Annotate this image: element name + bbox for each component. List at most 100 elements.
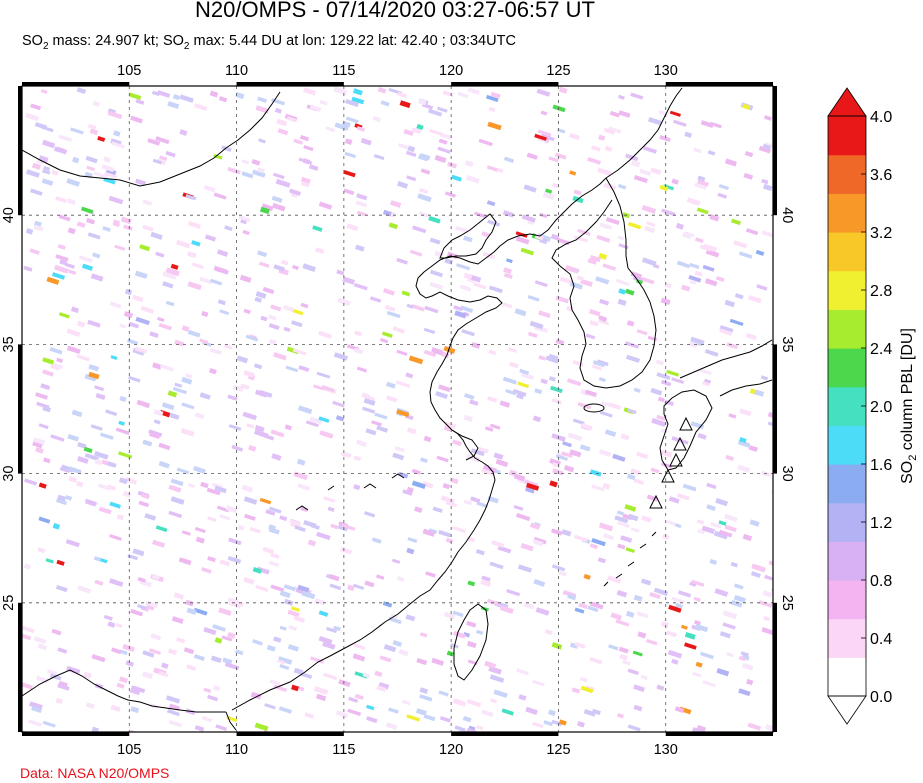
so2-pixel — [569, 642, 579, 649]
so2-pixel — [137, 604, 147, 610]
so2-pixel — [227, 632, 236, 639]
so2-pixel — [664, 399, 674, 407]
so2-pixel — [290, 308, 304, 316]
so2-pixel — [309, 416, 323, 425]
so2-pixel — [592, 360, 606, 368]
so2-pixel — [303, 145, 314, 152]
so2-pixel — [633, 684, 645, 693]
so2-pixel — [23, 563, 31, 570]
so2-pixel — [57, 683, 70, 691]
so2-pixel — [354, 693, 364, 700]
so2-pixel — [617, 183, 627, 190]
so2-pixel — [165, 267, 180, 277]
so2-pixel — [438, 138, 448, 145]
so2-pixel — [378, 682, 390, 690]
so2-pixel — [157, 316, 165, 322]
so2-pixel — [352, 88, 363, 96]
so2-pixel — [627, 513, 639, 522]
so2-pixel — [277, 128, 289, 136]
so2-pixel — [292, 264, 299, 271]
so2-pixel — [495, 458, 509, 468]
so2-pixel — [684, 632, 696, 640]
so2-pixel — [185, 194, 197, 201]
so2-pixel — [371, 537, 382, 544]
so2-pixel — [480, 579, 492, 587]
colorbar-tick-label: 0.4 — [870, 631, 892, 648]
so2-pixel — [92, 252, 101, 259]
so2-pixel — [174, 382, 183, 388]
so2-pixel — [396, 349, 408, 356]
so2-pixel — [537, 129, 552, 137]
lon-tick-label-bottom: 110 — [225, 742, 248, 758]
so2-pixel — [615, 278, 630, 286]
so2-pixel — [244, 513, 256, 521]
so2-pixel — [255, 389, 268, 398]
so2-pixel — [116, 682, 125, 689]
so2-pixel — [313, 384, 325, 391]
tonkin-coast — [22, 669, 226, 713]
so2-pixel — [452, 610, 464, 618]
so2-pixel — [22, 633, 32, 641]
so2-pixel — [532, 679, 545, 687]
so2-pixel — [616, 590, 628, 598]
so2-pixel — [137, 576, 146, 583]
so2-pixel — [221, 145, 232, 152]
so2-pixel — [300, 181, 310, 188]
so2-pixel — [58, 312, 70, 319]
so2-pixel — [526, 152, 538, 160]
so2-pixel — [50, 434, 65, 442]
so2-pixel — [481, 468, 495, 476]
so2-pixel — [555, 454, 569, 461]
so2-pixel — [407, 537, 418, 543]
so2-pixel — [454, 310, 467, 319]
so2-pixel — [677, 261, 691, 269]
so2-pixel — [466, 727, 477, 732]
so2-pixel — [142, 650, 155, 658]
so2-pixel — [588, 308, 601, 317]
colorbar-tick-label: 1.2 — [870, 515, 892, 532]
so2-pixel — [604, 145, 613, 152]
so2-pixel — [22, 625, 35, 634]
so2-pixel — [490, 91, 501, 99]
so2-pixel — [42, 405, 51, 413]
so2-pixel — [551, 564, 566, 572]
so2-pixel — [76, 221, 86, 228]
so2-pixel — [706, 482, 717, 490]
so2-pixel — [675, 603, 684, 609]
so2-pixel — [376, 574, 385, 580]
so2-pixel — [666, 630, 678, 638]
so2-pixel — [120, 216, 132, 225]
so2-pixel — [734, 293, 744, 300]
hainan-coast — [225, 711, 237, 731]
so2-pixel — [700, 120, 714, 128]
so2-pixel — [318, 610, 329, 617]
so2-pixel — [32, 441, 43, 449]
colorbar-title: SO2 column PBL [DU] — [899, 328, 919, 484]
border-bar-left — [18, 344, 22, 474]
so2-pixel — [597, 557, 607, 564]
so2-pixel — [705, 278, 718, 287]
so2-pixel — [262, 546, 275, 555]
so2-pixel — [396, 576, 405, 582]
so2-pixel — [58, 134, 73, 143]
so2-pixel — [142, 224, 154, 232]
so2-pixel — [385, 381, 396, 389]
so2-pixel — [650, 467, 660, 474]
so2-pixel — [598, 522, 614, 532]
so2-pixel — [399, 100, 411, 109]
so2-pixel — [436, 106, 448, 113]
so2-pixel — [730, 218, 742, 226]
so2-pixel — [194, 103, 208, 111]
so2-pixel — [290, 606, 300, 612]
so2-pixel — [213, 192, 227, 200]
so2-pixel — [573, 189, 582, 196]
so2-pixel — [76, 87, 87, 95]
so2-pixel — [41, 178, 54, 186]
so2-pixel — [406, 486, 414, 493]
so2-pixel — [250, 691, 262, 700]
so2-pixel — [127, 554, 139, 561]
so2-pixel — [58, 214, 71, 222]
so2-pixel — [268, 560, 280, 568]
so2-pixel — [296, 458, 306, 466]
so2-pixel — [461, 329, 475, 337]
